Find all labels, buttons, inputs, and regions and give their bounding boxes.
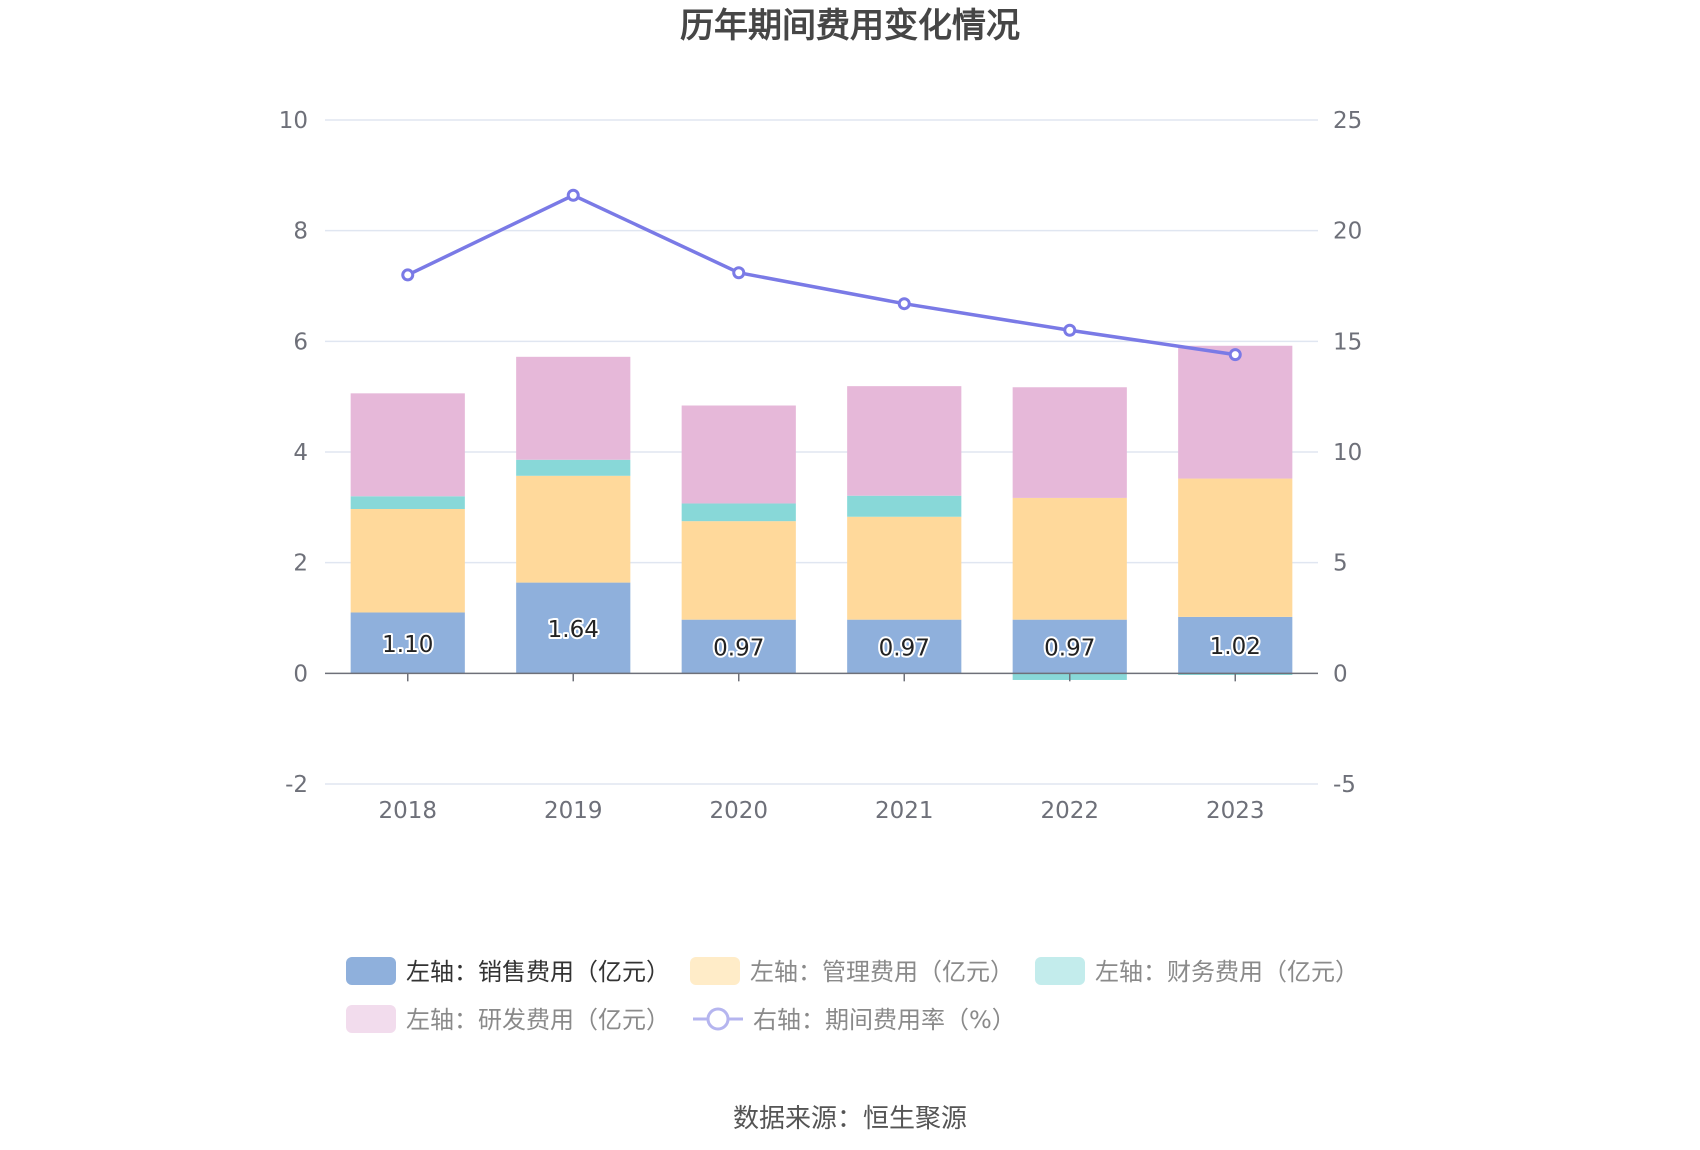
legend-item-finance[interactable]: 左轴：财务费用（亿元） <box>1035 957 1359 986</box>
legend-swatch-finance <box>1035 957 1085 985</box>
sales-data-label: 1.02 <box>1210 634 1261 660</box>
legend-label-admin: 左轴：管理费用（亿元） <box>750 958 1014 986</box>
left-tick-label: 10 <box>279 108 308 134</box>
chart-title: 历年期间费用变化情况 <box>680 6 1020 46</box>
sales-data-label: 0.97 <box>713 635 764 661</box>
rate-point[interactable] <box>732 266 746 280</box>
category-label: 2020 <box>709 798 768 824</box>
rate-point[interactable] <box>897 297 911 311</box>
right-tick-label: 5 <box>1333 551 1348 577</box>
left-tick-label: 6 <box>293 329 308 355</box>
rate-point[interactable] <box>566 188 580 202</box>
category-label: 2018 <box>378 798 437 824</box>
bar-finance[interactable] <box>847 495 962 517</box>
legend-marker-rate <box>706 1007 730 1031</box>
category-labels: 2018 2019 2020 2021 2022 2023 <box>378 798 1264 824</box>
x-axis <box>325 672 1318 682</box>
data-source: 数据来源：恒生聚源 <box>733 1104 967 1134</box>
bar-admin[interactable] <box>350 508 465 613</box>
left-tick-label: 8 <box>293 219 308 245</box>
legend-swatch-sales <box>346 957 396 985</box>
bar-finance[interactable] <box>516 459 631 476</box>
legend-swatch-rnd <box>346 1005 396 1033</box>
right-tick-label: 15 <box>1333 329 1362 355</box>
right-tick-label: 10 <box>1333 440 1362 466</box>
category-label: 2021 <box>875 798 934 824</box>
bar-data-labels: 1.10 1.64 0.97 0.97 0.97 1.02 <box>380 615 1263 664</box>
bar-sales[interactable] <box>847 619 962 674</box>
legend-item-rate[interactable]: 右轴：期间费用率（%） <box>693 1006 1016 1034</box>
bar-rnd[interactable] <box>516 356 631 460</box>
left-tick-label: 2 <box>293 551 308 577</box>
category-label: 2023 <box>1206 798 1265 824</box>
rate-point[interactable] <box>401 268 415 282</box>
bar-admin[interactable] <box>516 475 631 583</box>
legend-item-admin[interactable]: 左轴：管理费用（亿元） <box>690 957 1014 986</box>
bar-rnd[interactable] <box>681 405 796 504</box>
bar-sales[interactable] <box>1012 619 1127 674</box>
left-axis-ticks: 10 8 6 4 2 0 -2 <box>279 108 308 798</box>
rate-point[interactable] <box>1228 348 1242 362</box>
bar-admin[interactable] <box>847 516 962 620</box>
right-tick-label: 20 <box>1333 219 1362 245</box>
left-tick-label: 4 <box>293 440 308 466</box>
bar-rnd[interactable] <box>1178 345 1293 479</box>
bars <box>350 345 1293 680</box>
legend-item-rnd[interactable]: 左轴：研发费用（亿元） <box>346 1005 670 1034</box>
sales-data-label: 0.97 <box>879 635 930 661</box>
rate-point[interactable] <box>1063 323 1077 337</box>
bar-sales[interactable] <box>516 582 631 674</box>
legend-label-finance: 左轴：财务费用（亿元） <box>1095 958 1359 986</box>
left-tick-label: 0 <box>293 661 308 687</box>
bar-sales[interactable] <box>681 619 796 674</box>
sales-data-label: 0.97 <box>1044 635 1095 661</box>
bar-finance[interactable] <box>681 503 796 522</box>
legend-label-rate: 右轴：期间费用率（%） <box>753 1006 1016 1034</box>
sales-data-label: 1.10 <box>382 632 433 658</box>
right-tick-label: -5 <box>1333 772 1356 798</box>
category-label: 2022 <box>1040 798 1099 824</box>
bar-rnd[interactable] <box>1012 387 1127 498</box>
category-label: 2019 <box>544 798 603 824</box>
legend-item-sales[interactable]: 左轴：销售费用（亿元） <box>346 957 670 986</box>
rate-line <box>406 193 1236 357</box>
bar-admin[interactable] <box>1178 478 1293 617</box>
right-tick-label: 25 <box>1333 108 1362 134</box>
bar-sales[interactable] <box>1178 616 1293 674</box>
line-series <box>401 188 1242 362</box>
bar-admin[interactable] <box>681 521 796 620</box>
bar-rnd[interactable] <box>847 386 962 496</box>
legend-label-sales: 左轴：销售费用（亿元） <box>406 958 670 986</box>
left-tick-label: -2 <box>285 772 308 798</box>
legend: 左轴：销售费用（亿元） 左轴：管理费用（亿元） 左轴：财务费用（亿元） 左轴：研… <box>346 957 1359 1034</box>
right-axis-ticks: 25 20 15 10 5 0 -5 <box>1333 108 1362 798</box>
legend-swatch-admin <box>690 957 740 985</box>
bar-sales[interactable] <box>350 612 465 674</box>
bar-finance[interactable] <box>350 496 465 509</box>
right-tick-label: 0 <box>1333 661 1348 687</box>
sales-data-label: 1.64 <box>548 617 599 643</box>
bar-admin[interactable] <box>1012 497 1127 620</box>
legend-label-rnd: 左轴：研发费用（亿元） <box>406 1006 670 1034</box>
bar-rnd[interactable] <box>350 393 465 497</box>
grid-lines <box>325 119 1318 785</box>
